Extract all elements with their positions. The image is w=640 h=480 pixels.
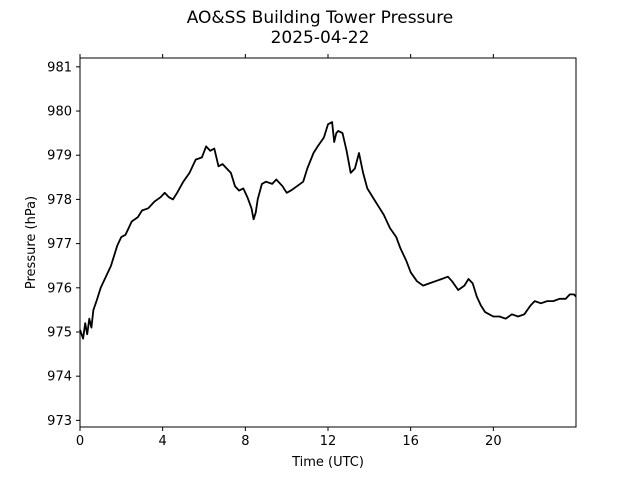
y-tick-label: 974 (47, 370, 72, 385)
y-axis-ticks: 973 974 975 976 977 978 979 980 981 (47, 60, 80, 429)
pressure-series-line (79, 121, 577, 340)
y-tick-label: 976 (47, 281, 72, 296)
x-tick-label: 12 (320, 434, 337, 449)
chart-title: AO&SS Building Tower Pressure (186, 8, 454, 28)
y-tick-label: 979 (47, 149, 72, 164)
x-tick-label: 16 (402, 434, 419, 449)
chart-subtitle: 2025-04-22 (270, 28, 370, 48)
y-tick-label: 977 (47, 237, 72, 252)
x-axis-label: Time (UTC) (291, 455, 364, 470)
y-tick-label: 975 (47, 325, 72, 340)
x-tick-label: 8 (241, 434, 249, 449)
y-axis-label: Pressure (hPa) (24, 196, 39, 289)
y-tick-label: 978 (47, 193, 72, 208)
x-tick-label: 20 (485, 434, 502, 449)
x-tick-label: 0 (76, 434, 84, 449)
plot-frame (79, 57, 577, 428)
x-axis-ticks: 0 4 8 12 16 20 (76, 54, 502, 449)
x-tick-label: 4 (159, 434, 167, 449)
y-tick-label: 973 (47, 414, 72, 429)
y-tick-label: 980 (47, 105, 72, 120)
y-tick-label: 981 (47, 60, 72, 75)
